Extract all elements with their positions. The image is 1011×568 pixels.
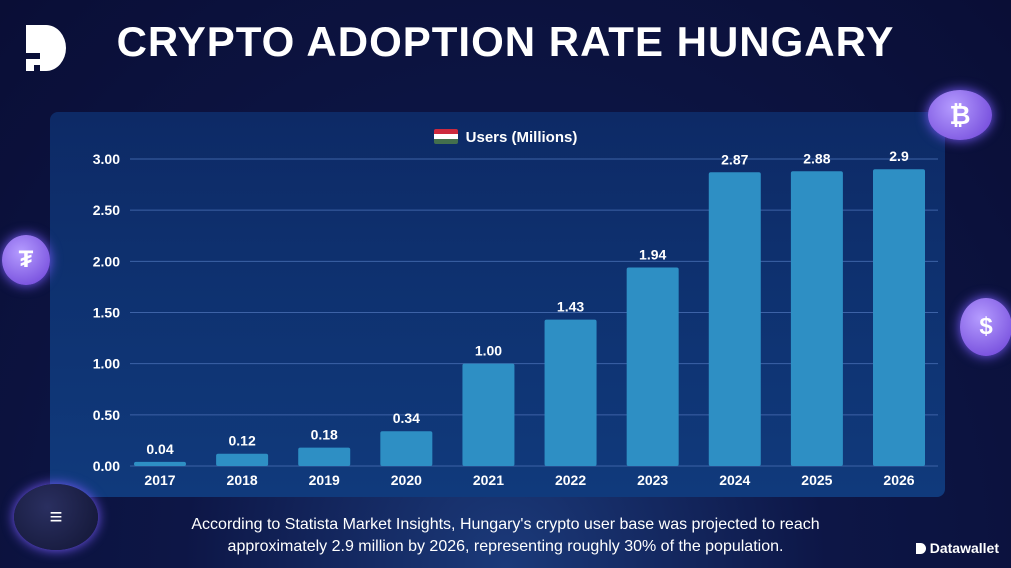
page-title: CRYPTO ADOPTION RATE HUNGARY	[116, 18, 895, 65]
bar-2025	[790, 171, 843, 466]
y-tick-label: 1.00	[93, 356, 120, 372]
x-tick-label: 2020	[391, 472, 422, 488]
y-tick-label: 1.50	[93, 305, 120, 321]
x-tick-label: 2025	[801, 472, 832, 488]
y-tick-label: 0.00	[93, 458, 120, 474]
x-tick-label: 2024	[719, 472, 750, 488]
x-tick-label: 2022	[555, 472, 586, 488]
y-tick-label: 3.00	[93, 151, 120, 167]
bar-2026	[873, 169, 925, 466]
data-label: 1.43	[557, 299, 584, 315]
x-tick-label: 2021	[473, 472, 504, 488]
caption-line: According to Statista Market Insights, H…	[191, 516, 820, 533]
caption: According to Statista Market Insights, H…	[0, 514, 1011, 558]
bar-2020	[380, 431, 433, 466]
datawallet-logo-icon	[26, 25, 68, 71]
brand-label: Datawallet	[915, 540, 999, 556]
brand-logo-icon	[915, 543, 926, 554]
data-label: 0.12	[228, 433, 255, 449]
chart-legend: Users (Millions)	[0, 129, 1011, 146]
x-tick-label: 2017	[144, 472, 175, 488]
bar-2022	[544, 319, 597, 466]
legend-label: Users (Millions)	[465, 129, 578, 146]
bar-2017	[134, 461, 186, 466]
bar-2021	[462, 363, 515, 466]
data-label: 2.9	[889, 148, 909, 164]
hungary-flag-icon	[433, 129, 458, 144]
data-label: 1.00	[475, 343, 502, 359]
data-label: 2.87	[721, 151, 748, 167]
x-tick-label: 2026	[883, 472, 914, 488]
data-label: 0.34	[393, 410, 420, 426]
y-tick-label: 0.50	[93, 407, 120, 423]
data-label: 1.94	[639, 246, 666, 262]
y-tick-label: 2.50	[93, 202, 120, 218]
data-label: 0.18	[311, 427, 338, 443]
bitcoin-coin-icon: ₿	[928, 90, 992, 140]
data-label: 0.04	[146, 441, 173, 457]
bar-2018	[216, 453, 269, 466]
data-label: 2.88	[803, 150, 830, 166]
solana-coin-icon: ≡	[14, 484, 98, 550]
usdc-coin-icon: $	[960, 298, 1011, 356]
caption-line: approximately 2.9 million by 2026, repre…	[227, 538, 784, 555]
tether-coin-icon: ₮	[2, 235, 50, 285]
bar-2019	[298, 447, 351, 466]
x-tick-label: 2019	[309, 472, 340, 488]
y-tick-label: 2.00	[93, 253, 120, 269]
bar-2024	[708, 172, 761, 466]
x-tick-label: 2018	[227, 472, 258, 488]
bar-2023	[626, 267, 679, 466]
x-tick-label: 2023	[637, 472, 668, 488]
